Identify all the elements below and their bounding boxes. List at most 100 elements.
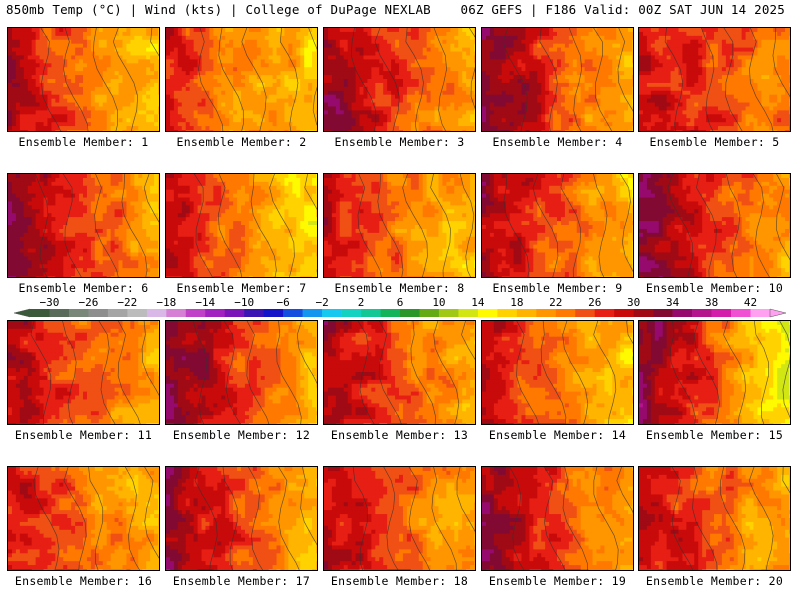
contour-line (593, 28, 613, 131)
colorbar-bin (575, 309, 596, 317)
colorbar-tick-label: 34 (666, 296, 679, 309)
temperature-map (482, 174, 633, 277)
colorbar-bin (516, 309, 537, 317)
contour-line (468, 28, 475, 110)
colorbar-bin (361, 309, 381, 317)
contour-line (593, 321, 617, 424)
temperature-map (8, 467, 159, 570)
contour-line (562, 467, 588, 570)
header-right: 06Z GEFS | F186 Valid: 00Z SAT JUN 14 20… (461, 2, 785, 17)
ensemble-panel[interactable] (323, 320, 476, 425)
colorbar-tick-label: −30 (40, 296, 60, 309)
ensemble-panel[interactable] (638, 320, 791, 425)
ensemble-member-label: Ensemble Member: 14 (478, 428, 638, 442)
contour-line (692, 467, 718, 570)
colorbar-bin (30, 309, 50, 317)
ensemble-panel[interactable] (165, 320, 318, 425)
ensemble-member-label: Ensemble Member: 2 (162, 135, 322, 149)
ensemble-panel[interactable] (323, 27, 476, 132)
contour-line (749, 28, 774, 131)
contour-line (63, 467, 87, 570)
contour-line (568, 28, 583, 131)
contour-line (626, 321, 633, 345)
colorbar-bin (244, 309, 264, 317)
ensemble-panel[interactable] (165, 173, 318, 278)
colorbar-tick-label: −10 (234, 296, 254, 309)
contour-line (117, 321, 141, 424)
ensemble-panel[interactable] (7, 27, 160, 132)
ensemble-member-label: Ensemble Member: 16 (4, 574, 164, 588)
ensemble-panel[interactable] (638, 466, 791, 571)
ensemble-panel[interactable] (7, 173, 160, 278)
contour-line (141, 321, 159, 396)
contour-line (144, 467, 159, 559)
contour-line (509, 467, 525, 570)
temperature-map (324, 28, 475, 131)
ensemble-member-label: Ensemble Member: 9 (478, 281, 638, 295)
contour-line (98, 321, 116, 424)
contour-line (562, 321, 589, 424)
contour-line (304, 174, 317, 277)
ensemble-panel[interactable] (481, 466, 634, 571)
colorbar-bin (477, 309, 498, 317)
ensemble-panel[interactable] (323, 173, 476, 278)
ensemble-panel[interactable] (165, 27, 318, 132)
contour-line (92, 28, 118, 131)
temperature-map (639, 28, 790, 131)
ensemble-panel[interactable] (323, 466, 476, 571)
contour-line (502, 28, 528, 131)
contour-line (540, 321, 567, 424)
colorbar-tick-label: 10 (432, 296, 445, 309)
temperature-map (166, 321, 317, 424)
ensemble-panel[interactable] (7, 466, 160, 571)
contour-line (33, 467, 60, 570)
contour-line (350, 28, 377, 131)
temperature-map (482, 321, 633, 424)
colorbar-bin (438, 309, 459, 317)
contour-line (532, 174, 559, 277)
temperature-map (166, 28, 317, 131)
ensemble-member-label: Ensemble Member: 6 (4, 281, 164, 295)
colorbar-arrow-low (13, 308, 31, 318)
contour-line (670, 321, 696, 424)
colorbar-bin (536, 309, 557, 317)
temperature-map (166, 467, 317, 570)
colorbar-bin (224, 309, 245, 317)
contour-line (193, 321, 208, 424)
colorbar-bin (302, 309, 323, 317)
ensemble-panel[interactable] (481, 27, 634, 132)
ensemble-panel[interactable] (165, 466, 318, 571)
contour-line (560, 174, 582, 277)
ensemble-panel[interactable] (638, 27, 791, 132)
colorbar-tick-label: −26 (78, 296, 98, 309)
colorbar-bin (692, 309, 712, 317)
ensemble-member-label: Ensemble Member: 7 (162, 281, 322, 295)
contour-line (269, 174, 295, 277)
contour-line (503, 174, 530, 277)
colorbar-bin (711, 309, 732, 317)
header-left: 850mb Temp (°C) | Wind (kts) | College o… (6, 2, 431, 17)
colorbar-ramp (13, 308, 787, 318)
contour-line (94, 174, 119, 277)
contour-line (664, 28, 684, 131)
contour-line (218, 28, 244, 131)
ensemble-panel[interactable] (481, 173, 634, 278)
ensemble-panel[interactable] (638, 173, 791, 278)
contour-line (378, 321, 402, 424)
colorbar-bin (555, 309, 576, 317)
ensemble-panel[interactable] (7, 320, 160, 425)
colorbar-bin (380, 309, 401, 317)
colorbar-bin (497, 309, 518, 317)
colorbar-bin (633, 309, 654, 317)
contour-line (617, 28, 633, 112)
temperature-map (482, 467, 633, 570)
ensemble-member-label: Ensemble Member: 10 (635, 281, 795, 295)
contour-line (198, 28, 224, 131)
temperature-map (324, 321, 475, 424)
colorbar-bin (283, 309, 303, 317)
ensemble-panel[interactable] (481, 320, 634, 425)
temperature-map (8, 174, 159, 277)
ensemble-member-label: Ensemble Member: 20 (635, 574, 795, 588)
contour-line (62, 321, 77, 424)
